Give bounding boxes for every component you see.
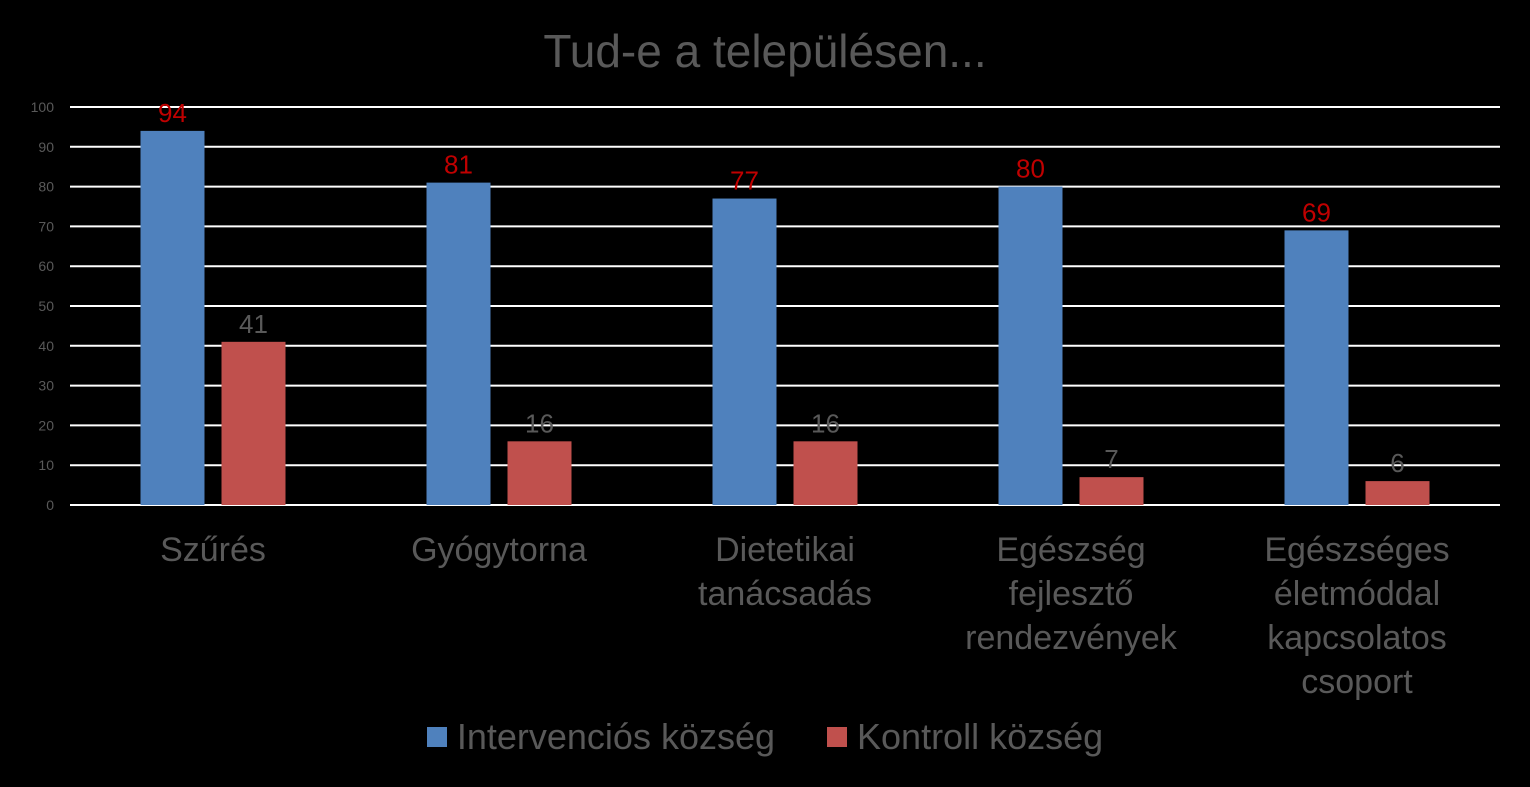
x-category-label: tanácsadás	[698, 575, 872, 613]
x-category-label: életmóddal	[1274, 575, 1440, 613]
bar-control-1	[507, 441, 572, 505]
x-category-label: csoport	[1301, 663, 1413, 701]
legend-item-intervention: Intervenciós község	[426, 716, 776, 758]
data-label-control-2: 16	[811, 408, 840, 438]
y-tick-label: 60	[38, 258, 54, 274]
data-label-control-4: 6	[1390, 448, 1404, 478]
legend: Intervenciós község Kontroll község	[0, 716, 1530, 758]
y-tick-label: 10	[38, 457, 54, 473]
y-tick-label: 90	[38, 139, 54, 155]
data-labels: 94 41 81 16 77 16 80 7 69 6	[158, 98, 1405, 478]
bar-control-4	[1365, 481, 1430, 505]
y-axis-ticks: 0 10 20 30 40 50 60 70 80 90 100	[31, 99, 55, 513]
x-category-label: Egészséges	[1264, 531, 1449, 569]
bar-intervention-4	[1284, 230, 1349, 505]
bar-control-2	[793, 441, 858, 505]
y-tick-label: 20	[38, 417, 54, 433]
data-label-intervention-2: 77	[730, 166, 759, 196]
legend-swatch-control	[827, 727, 848, 747]
data-label-intervention-1: 81	[444, 150, 473, 180]
legend-swatch-intervention	[426, 727, 447, 747]
x-category-label: Gyógytorna	[411, 531, 587, 569]
y-tick-label: 0	[46, 497, 54, 513]
x-category-label: fejlesztő	[1009, 575, 1134, 613]
bar-intervention-0	[140, 130, 205, 505]
bars	[140, 130, 1430, 506]
bar-control-3	[1079, 477, 1144, 505]
legend-label-control: Kontroll község	[857, 716, 1104, 757]
x-category-label: Egészség	[996, 531, 1145, 569]
y-tick-label: 40	[38, 338, 54, 354]
bar-intervention-1	[426, 182, 491, 505]
data-label-control-0: 41	[239, 309, 268, 339]
data-label-intervention-3: 80	[1016, 154, 1045, 184]
gridlines	[70, 106, 1500, 506]
data-label-control-1: 16	[525, 408, 554, 438]
x-axis-categories: Szűrés Gyógytorna Dietetikai tanácsadás Egés…	[160, 531, 1450, 701]
data-label-intervention-0: 94	[158, 98, 187, 128]
chart-title: Tud-e a településen...	[543, 25, 987, 77]
bar-control-0	[221, 341, 286, 505]
y-tick-label: 30	[38, 378, 54, 394]
data-label-intervention-4: 69	[1302, 197, 1331, 227]
x-category-label: Dietetikai	[715, 531, 855, 569]
bar-intervention-3	[998, 186, 1063, 505]
y-tick-label: 80	[38, 179, 54, 195]
data-label-control-3: 7	[1104, 444, 1118, 474]
y-tick-label: 100	[31, 99, 55, 115]
x-category-label: Szűrés	[160, 531, 266, 569]
x-category-label: kapcsolatos	[1267, 619, 1447, 657]
x-category-label: rendezvények	[965, 619, 1178, 657]
y-tick-label: 70	[38, 218, 54, 234]
legend-item-control: Kontroll község	[827, 716, 1103, 758]
legend-label-intervention: Intervenciós község	[456, 716, 776, 757]
bar-intervention-2	[712, 198, 777, 506]
y-tick-label: 50	[38, 298, 54, 314]
